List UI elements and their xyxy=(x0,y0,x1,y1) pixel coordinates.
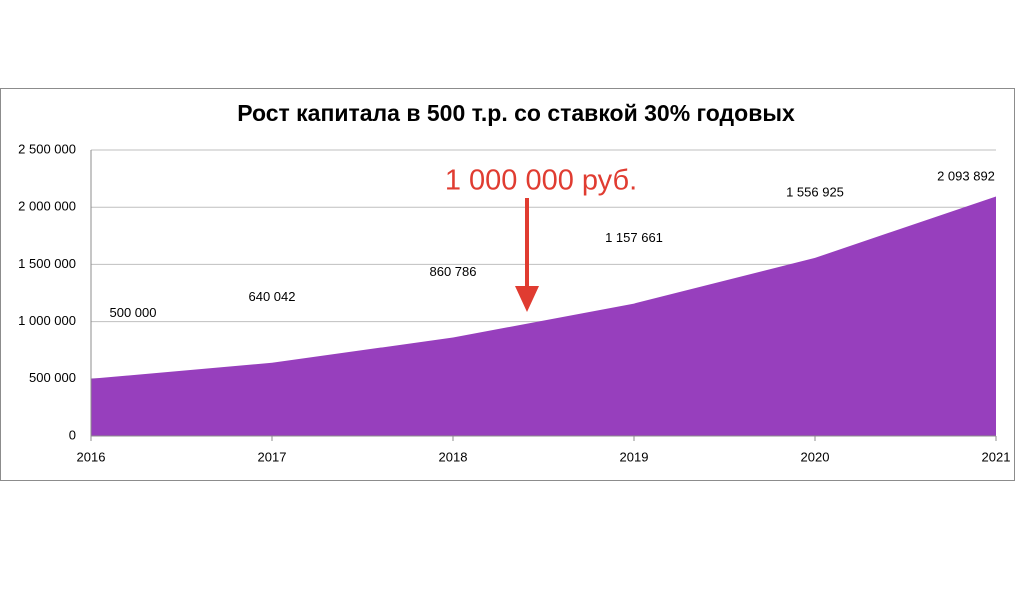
y-tick-label: 1 500 000 xyxy=(18,256,76,271)
x-tick-label: 2018 xyxy=(439,449,468,464)
area xyxy=(91,196,996,436)
y-tick-label: 0 xyxy=(69,427,76,442)
x-tick-label: 2019 xyxy=(620,449,649,464)
x-tick-label: 2021 xyxy=(982,449,1011,464)
value-label: 2 093 892 xyxy=(937,168,995,183)
value-label: 500 000 xyxy=(110,305,157,320)
chart-title: Рост капитала в 500 т.р. со ставкой 30% … xyxy=(237,100,795,126)
x-tick-label: 2017 xyxy=(258,449,287,464)
value-label: 860 786 xyxy=(430,264,477,279)
value-label: 640 042 xyxy=(249,289,296,304)
x-tick-label: 2020 xyxy=(801,449,830,464)
value-label: 1 157 661 xyxy=(605,230,663,245)
x-tick-label: 2016 xyxy=(77,449,106,464)
y-tick-label: 2 500 000 xyxy=(18,141,76,156)
annotation-arrowhead xyxy=(515,286,539,312)
annotation: 1 000 000 руб. xyxy=(445,165,637,197)
y-tick-label: 2 000 000 xyxy=(18,199,76,214)
y-tick-label: 1 000 000 xyxy=(18,313,76,328)
y-tick-label: 500 000 xyxy=(29,370,76,385)
value-label: 1 556 925 xyxy=(786,184,844,199)
